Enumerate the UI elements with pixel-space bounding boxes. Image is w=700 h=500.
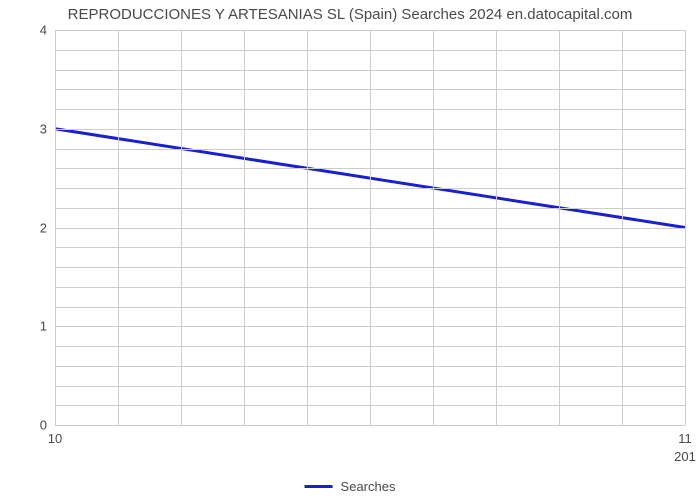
gridline-vertical — [559, 30, 560, 425]
gridline-vertical — [433, 30, 434, 425]
gridline-vertical — [370, 30, 371, 425]
gridline-vertical — [685, 30, 686, 425]
line-chart: REPRODUCCIONES Y ARTESANIAS SL (Spain) S… — [0, 0, 700, 500]
gridline-vertical — [307, 30, 308, 425]
chart-title: REPRODUCCIONES Y ARTESANIAS SL (Spain) S… — [0, 6, 700, 23]
y-tick-label: 2 — [40, 220, 55, 235]
x-sub-label: 201 — [674, 425, 696, 464]
legend-label: Searches — [341, 479, 396, 494]
legend-swatch — [305, 485, 333, 488]
gridline-vertical — [622, 30, 623, 425]
gridline-horizontal — [55, 425, 685, 426]
legend: Searches — [305, 479, 396, 494]
gridline-vertical — [496, 30, 497, 425]
gridline-vertical — [181, 30, 182, 425]
x-tick-label: 10 — [48, 425, 62, 446]
gridline-vertical — [118, 30, 119, 425]
gridline-vertical — [244, 30, 245, 425]
y-tick-label: 1 — [40, 319, 55, 334]
y-tick-label: 3 — [40, 121, 55, 136]
y-tick-label: 4 — [40, 23, 55, 38]
gridline-vertical — [55, 30, 56, 425]
plot-area: 012341011201 — [55, 30, 685, 425]
